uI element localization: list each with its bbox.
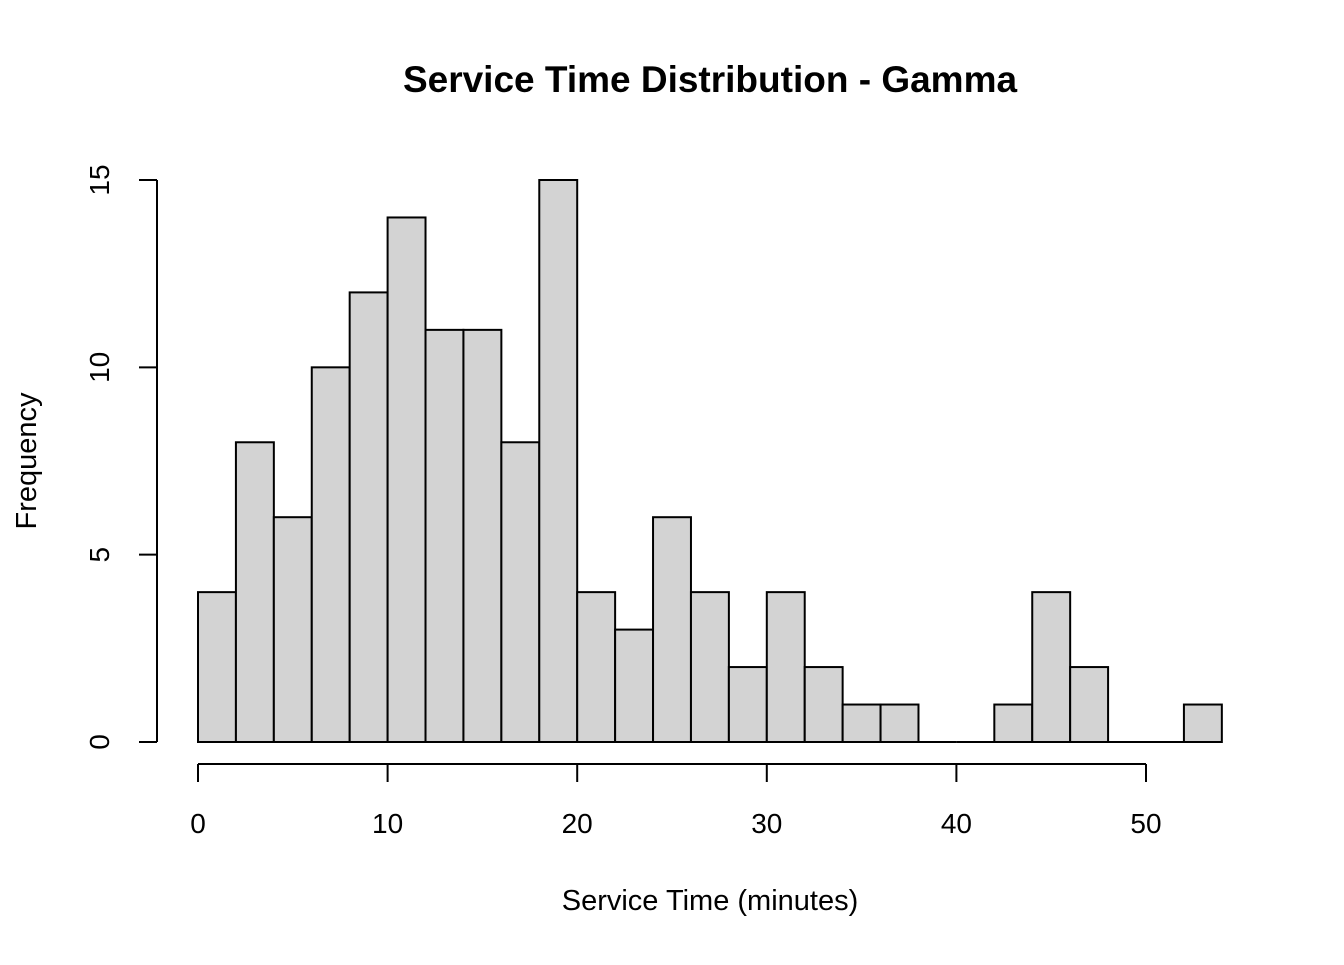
y-axis: 0 5 10 15	[84, 164, 158, 750]
histogram-bar	[462, 328, 503, 743]
x-tick-label: 0	[190, 808, 206, 839]
histogram-bar	[1069, 666, 1110, 743]
chart-title: Service Time Distribution - Gamma	[403, 59, 1018, 100]
histogram-bar	[576, 591, 617, 744]
histogram-bar	[689, 591, 730, 744]
histogram-bar	[993, 703, 1034, 743]
histogram-bar	[538, 179, 579, 743]
y-tick-label: 15	[84, 164, 115, 195]
x-axis-label: Service Time (minutes)	[562, 885, 859, 917]
bars-group	[197, 179, 1223, 744]
histogram-bar	[614, 628, 655, 743]
histogram-bar	[500, 441, 541, 743]
y-tick-label: 10	[84, 352, 115, 383]
x-tick-label: 50	[1130, 808, 1161, 839]
histogram-bar	[841, 703, 882, 743]
histogram-bar	[803, 666, 844, 743]
x-tick-label: 10	[372, 808, 403, 839]
histogram-bar	[1031, 591, 1072, 744]
histogram-bar	[272, 516, 313, 744]
histogram-bar	[727, 666, 768, 743]
histogram-bar	[424, 328, 465, 743]
y-axis-label: Frequency	[11, 392, 43, 530]
histogram-bar	[879, 703, 920, 743]
x-axis: 0 10 20 30 40 50	[190, 763, 1162, 839]
histogram-bar	[1182, 703, 1223, 743]
histogram-bar	[652, 516, 692, 744]
histogram-bar	[310, 366, 351, 743]
histogram-bar	[234, 441, 275, 743]
x-tick-label: 30	[751, 808, 782, 839]
x-tick-label: 40	[941, 808, 972, 839]
histogram-bar	[765, 591, 806, 744]
histogram-bar	[197, 591, 237, 744]
x-tick-label: 20	[562, 808, 593, 839]
y-tick-label: 0	[84, 734, 115, 750]
histogram-bar	[386, 216, 427, 743]
histogram-bar	[348, 291, 389, 743]
y-tick-label: 5	[84, 547, 115, 563]
